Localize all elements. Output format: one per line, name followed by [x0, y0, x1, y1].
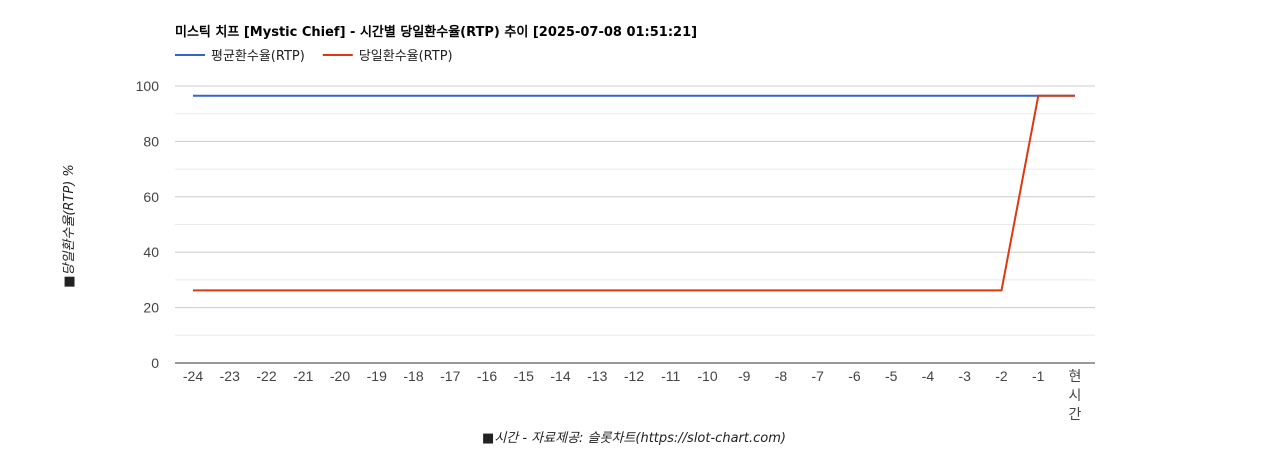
x-tick-label: -23	[220, 368, 240, 384]
x-tick-label: -17	[440, 368, 460, 384]
x-tick-label: -9	[738, 368, 751, 384]
x-tick-label: -6	[848, 368, 861, 384]
y-tick-label: 20	[143, 300, 159, 316]
y-axis-label: ■당일환수율(RTP) %	[62, 164, 77, 288]
x-tick-label: -4	[922, 368, 935, 384]
legend-label-1: 평균환수율(RTP)	[211, 49, 305, 64]
x-tick-label: -18	[403, 368, 423, 384]
x-tick-label: -14	[550, 368, 570, 384]
y-tick-label: 40	[143, 244, 159, 260]
x-tick-label: -20	[330, 368, 350, 384]
legend-label-2: 당일환수율(RTP)	[359, 49, 453, 64]
y-tick-label: 100	[136, 78, 160, 94]
series-lines	[193, 94, 1075, 292]
x-axis-label: ■시간 - 자료제공: 슬롯차트(https://slot-chart.com)	[482, 431, 786, 446]
x-tick-label: -12	[624, 368, 644, 384]
x-tick-label: -5	[885, 368, 898, 384]
x-tick-label: -11	[661, 368, 680, 384]
y-tick-label: 0	[151, 355, 159, 371]
x-tick-label: -7	[812, 368, 825, 384]
x-tick-label: -10	[697, 368, 717, 384]
chart-title: 미스틱 치프 [Mystic Chief] - 시간별 당일환수율(RTP) 추…	[175, 24, 697, 40]
x-tick-label: -19	[367, 368, 387, 384]
series-line-2	[193, 94, 1075, 292]
x-tick-label: -22	[256, 368, 276, 384]
x-tick-label: -13	[587, 368, 607, 384]
x-axis-ticks: -24 -23 -22 -21 -20 -19 -18 -17 -16 -15 -14 -13 -12 -…	[183, 368, 1082, 422]
y-axis-ticks: 0 20 40 60 80 100	[136, 78, 160, 371]
x-tick-label: -15	[514, 368, 534, 384]
x-tick-label: -16	[477, 368, 497, 384]
y-tick-label: 60	[143, 189, 159, 205]
x-tick-label: -2	[995, 368, 1008, 384]
x-tick-label: -3	[959, 368, 972, 384]
x-tick-label: -21	[293, 368, 313, 384]
y-tick-label: 80	[143, 133, 159, 149]
x-tick-label: -1	[1032, 368, 1045, 384]
x-tick-label: -8	[775, 368, 788, 384]
x-tick-label: -24	[183, 368, 203, 384]
legend: 평균환수율(RTP) 당일환수율(RTP)	[175, 49, 453, 64]
grid	[175, 85, 1095, 364]
